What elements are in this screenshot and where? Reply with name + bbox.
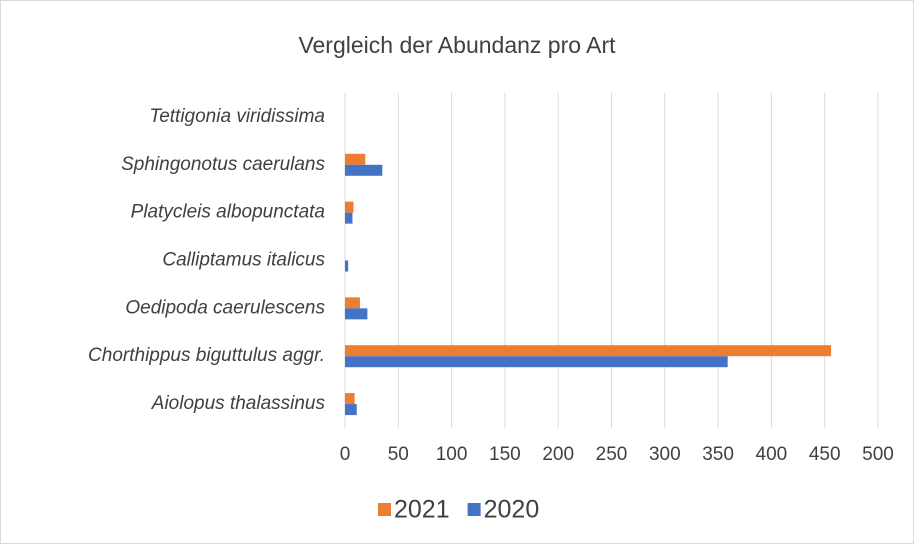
x-tick-label: 50	[388, 444, 409, 465]
x-tick-label: 350	[702, 444, 734, 465]
x-tick-label: 300	[649, 444, 681, 465]
bar	[345, 308, 368, 320]
bar	[345, 260, 349, 272]
bar	[345, 404, 357, 416]
y-tick-label: Tettigonia viridissima	[149, 106, 325, 127]
x-tick-label: 100	[436, 444, 468, 465]
y-tick-label: Aiolopus thalassinus	[151, 393, 326, 414]
x-tick-label: 400	[756, 444, 788, 465]
x-tick-label: 250	[596, 444, 628, 465]
y-tick-label: Sphingonotus caerulans	[121, 154, 325, 175]
x-tick-label: 200	[542, 444, 574, 465]
y-tick-label: Chorthippus biguttulus aggr.	[88, 345, 325, 366]
x-tick-label: 500	[862, 444, 894, 465]
legend-label: 2021	[394, 496, 450, 524]
x-tick-label: 0	[340, 444, 351, 465]
y-tick-label: Oedipoda caerulescens	[125, 297, 325, 318]
bar	[345, 297, 360, 309]
bar	[345, 345, 832, 357]
bar	[345, 212, 353, 224]
bar	[345, 201, 354, 213]
chart-title: Vergleich der Abundanz pro Art	[298, 32, 616, 58]
bar	[345, 153, 366, 165]
bar	[345, 164, 383, 176]
x-tick-label: 150	[489, 444, 521, 465]
legend-label: 2020	[484, 496, 540, 524]
legend-swatch	[378, 503, 391, 516]
y-tick-label: Platycleis albopunctata	[131, 202, 325, 223]
x-tick-label: 450	[809, 444, 841, 465]
legend-swatch	[467, 503, 481, 516]
bar	[345, 393, 355, 405]
y-tick-label: Calliptamus italicus	[162, 250, 325, 271]
bar	[345, 356, 728, 368]
